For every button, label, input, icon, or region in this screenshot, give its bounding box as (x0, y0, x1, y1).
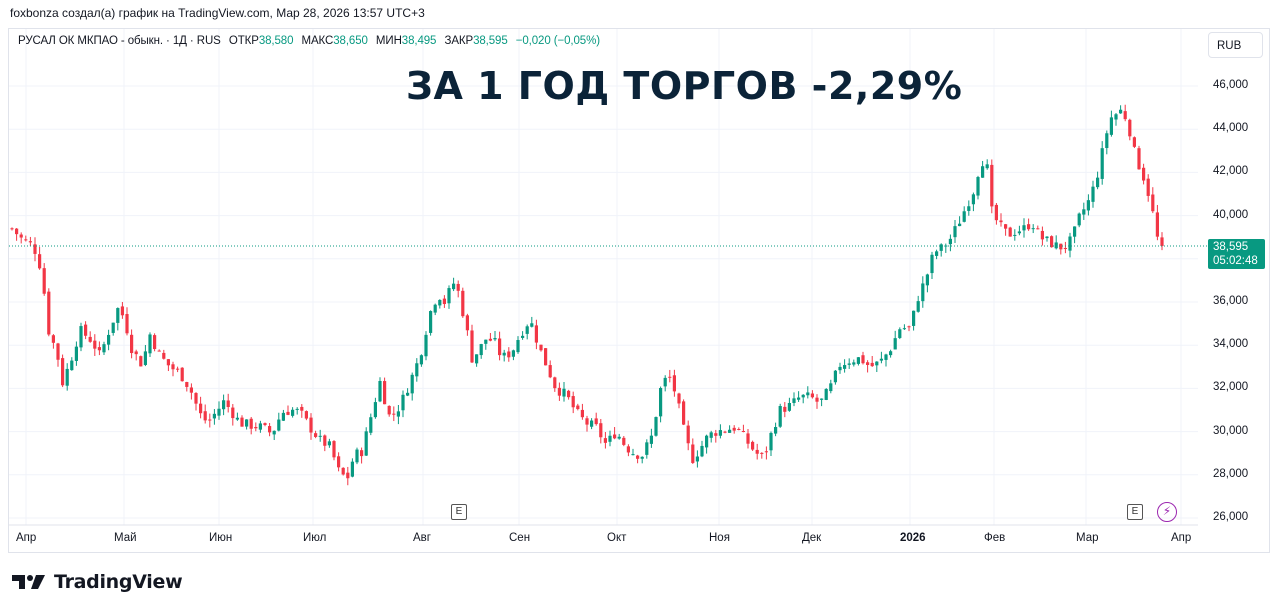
earnings-event-icon[interactable]: E (1127, 504, 1143, 520)
bar-countdown: 05:02:48 (1213, 255, 1258, 267)
time-tick-label: Фев (984, 532, 1006, 544)
close-value: 38,595 (473, 35, 508, 47)
change-value: −0,020 (−0,05%) (515, 35, 600, 47)
price-tick-label: 26,000 (1213, 511, 1249, 523)
time-tick-label: Ноя (709, 532, 730, 544)
high-value: 38,650 (333, 35, 368, 47)
chart-credit: foxbonza создал(а) график на TradingView… (10, 6, 425, 20)
price-tick-label: 40,000 (1213, 208, 1249, 221)
time-tick-label: Июн (209, 532, 233, 544)
price-tick-label: 28,000 (1213, 467, 1249, 480)
time-tick-label: Окт (607, 532, 627, 544)
time-tick-label: Май (114, 532, 137, 544)
price-tick-label: 32,000 (1213, 381, 1249, 394)
open-value: 38,580 (258, 35, 294, 47)
time-tick-label: Июл (303, 532, 327, 544)
price-tick-label: 30,000 (1213, 424, 1249, 437)
time-tick-label: Мар (1076, 532, 1099, 544)
price-tick-label: 46,000 (1213, 79, 1249, 91)
chart-frame[interactable] (8, 28, 1270, 553)
lightning-event-icon[interactable]: ⚡ (1157, 502, 1177, 522)
symbol-legend: РУСАЛ ОК МКПАО - обыкн. · 1Д · RUS ОТКР3… (18, 35, 600, 47)
open-label: ОТКР (228, 35, 259, 47)
tradingview-logo-icon (12, 575, 45, 589)
last-price-tag: 38,595 05:02:48 (1208, 239, 1265, 269)
time-tick-label: Сен (509, 532, 531, 544)
price-tick-label: 42,000 (1213, 165, 1249, 178)
time-tick-label: Апр (1171, 532, 1192, 544)
tradingview-logo: TradingView (12, 571, 183, 593)
earnings-event-icon[interactable]: E (451, 504, 467, 520)
time-tick-label: Авг (413, 532, 431, 544)
headline-annotation: ЗА 1 ГОД ТОРГОВ -2,29% (406, 64, 963, 108)
time-tick-label: Апр (16, 532, 37, 544)
close-label: ЗАКР (444, 35, 474, 47)
currency-button[interactable]: RUB (1208, 32, 1263, 58)
high-label: МАКС (301, 35, 334, 47)
symbol-title: РУСАЛ ОК МКПАО - обыкн. · 1Д · RUS (18, 35, 221, 47)
low-value: 38,495 (401, 35, 437, 47)
time-tick-label: Дек (802, 532, 822, 544)
tradingview-logo-text: TradingView (54, 571, 183, 593)
last-price-value: 38,595 (1213, 241, 1249, 253)
price-tick-label: 34,000 (1213, 338, 1249, 351)
time-tick-label: 2026 (900, 532, 926, 544)
price-tick-label: 44,000 (1213, 122, 1249, 135)
low-label: МИН (375, 35, 402, 47)
price-tick-label: 36,000 (1213, 295, 1249, 307)
